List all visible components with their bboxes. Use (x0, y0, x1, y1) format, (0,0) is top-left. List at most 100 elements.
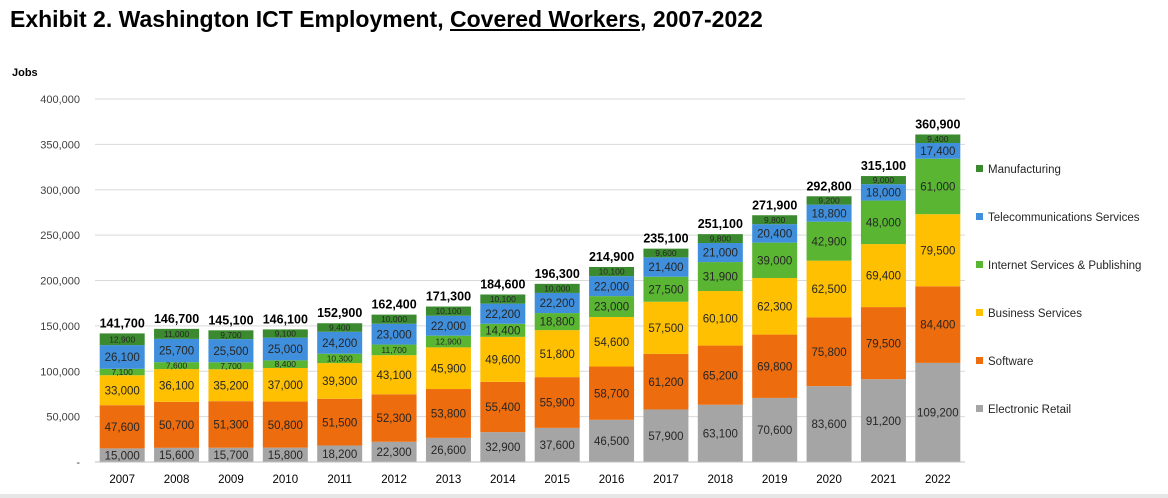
y-tick-label: 50,000 (46, 412, 80, 424)
bar-segment (99, 368, 145, 376)
data-label: 35,200 (213, 380, 248, 392)
data-label: 23,000 (594, 302, 629, 314)
data-label: 18,000 (866, 188, 901, 200)
bar-segment (752, 224, 798, 243)
data-label: 21,000 (703, 248, 738, 260)
bar-segment (915, 134, 961, 144)
bar-segment (915, 214, 961, 287)
bar-segment (806, 386, 852, 462)
total-label: 152,900 (317, 306, 362, 320)
bar-segment (534, 377, 580, 428)
data-label: 31,900 (703, 272, 738, 284)
bar-segment (697, 243, 743, 263)
y-tick-label: - (76, 457, 80, 469)
bar-segment (752, 215, 798, 225)
bar-segment (915, 143, 961, 159)
bar-segment (371, 314, 417, 324)
data-label: 8,400 (275, 359, 297, 369)
data-label: 47,600 (105, 422, 140, 434)
legend-label: Electronic Retail (988, 404, 1071, 416)
legend-label: Software (988, 356, 1033, 368)
bar-segment (99, 405, 145, 449)
bar-segment (317, 363, 363, 399)
x-tick-label: 2012 (381, 474, 407, 486)
data-label: 48,000 (866, 217, 901, 229)
bar-segment (262, 401, 308, 448)
data-label: 91,200 (866, 416, 901, 428)
data-label: 20,400 (757, 229, 792, 241)
bar-segment (752, 334, 798, 398)
bar-segment (425, 437, 471, 462)
x-tick-label: 2019 (762, 474, 788, 486)
data-label: 10,300 (327, 353, 353, 363)
bar-segment (425, 335, 471, 348)
data-label: 61,200 (648, 377, 683, 389)
data-label: 45,900 (431, 363, 466, 375)
data-label: 22,000 (594, 281, 629, 293)
bar-segment (208, 369, 254, 402)
bar-segment (425, 347, 471, 390)
bar-segment (860, 184, 906, 201)
bar-segment (154, 369, 200, 402)
data-label: 7,100 (112, 367, 134, 377)
bar-segment (534, 292, 580, 314)
total-label: 251,100 (698, 217, 743, 231)
data-label: 57,900 (648, 431, 683, 443)
data-label: 25,700 (159, 346, 194, 358)
bar-segment (480, 432, 526, 462)
data-label: 15,600 (159, 450, 194, 462)
data-label: 62,500 (811, 284, 846, 296)
data-label: 9,800 (710, 234, 732, 244)
data-label: 51,500 (322, 417, 357, 429)
data-label: 57,500 (648, 323, 683, 335)
data-label: 32,900 (485, 442, 520, 454)
data-label: 22,200 (485, 309, 520, 321)
bar-segment (806, 204, 852, 222)
data-label: 84,400 (920, 320, 955, 332)
bar-segment (643, 276, 689, 302)
data-label: 61,000 (920, 182, 955, 194)
bar-segment (752, 397, 798, 462)
data-label: 9,200 (818, 196, 840, 206)
data-label: 10,100 (490, 294, 516, 304)
data-label: 15,800 (268, 450, 303, 462)
bar-segment (697, 234, 743, 244)
data-label: 55,900 (540, 398, 575, 410)
data-label: 79,500 (866, 338, 901, 350)
bar-segment (480, 336, 526, 382)
data-label: 7,700 (220, 361, 242, 371)
bar-segment (915, 286, 961, 363)
bar-segment (860, 307, 906, 380)
bar-segment (860, 200, 906, 245)
bar-segment (262, 337, 308, 361)
legend-swatch (976, 405, 983, 412)
data-label: 42,900 (811, 236, 846, 248)
data-label: 62,300 (757, 301, 792, 313)
bottom-divider (0, 494, 1168, 498)
bar-segment (99, 345, 145, 369)
bar-segment (317, 353, 363, 364)
bar-segment (806, 221, 852, 261)
data-label: 11,000 (164, 329, 190, 339)
data-label: 49,600 (485, 355, 520, 367)
data-label: 55,400 (485, 402, 520, 414)
bar-segment (208, 447, 254, 462)
data-label: 51,800 (540, 349, 575, 361)
data-label: 7,600 (166, 361, 188, 371)
x-tick-label: 2020 (816, 474, 842, 486)
y-tick-label: 300,000 (40, 185, 80, 197)
data-label: 53,800 (431, 409, 466, 421)
bar-segment (208, 339, 254, 363)
data-label: 36,100 (159, 381, 194, 393)
data-label: 39,300 (322, 376, 357, 388)
total-label: 146,100 (263, 312, 308, 326)
data-label: 37,600 (540, 440, 575, 452)
legend-label: Telecommunications Services (988, 212, 1140, 224)
total-label: 184,600 (480, 277, 525, 291)
x-tick-label: 2018 (708, 474, 734, 486)
bar-segment (915, 362, 961, 462)
bar-segment (154, 338, 200, 363)
bar-segment (697, 345, 743, 405)
bar-segment (589, 296, 635, 317)
